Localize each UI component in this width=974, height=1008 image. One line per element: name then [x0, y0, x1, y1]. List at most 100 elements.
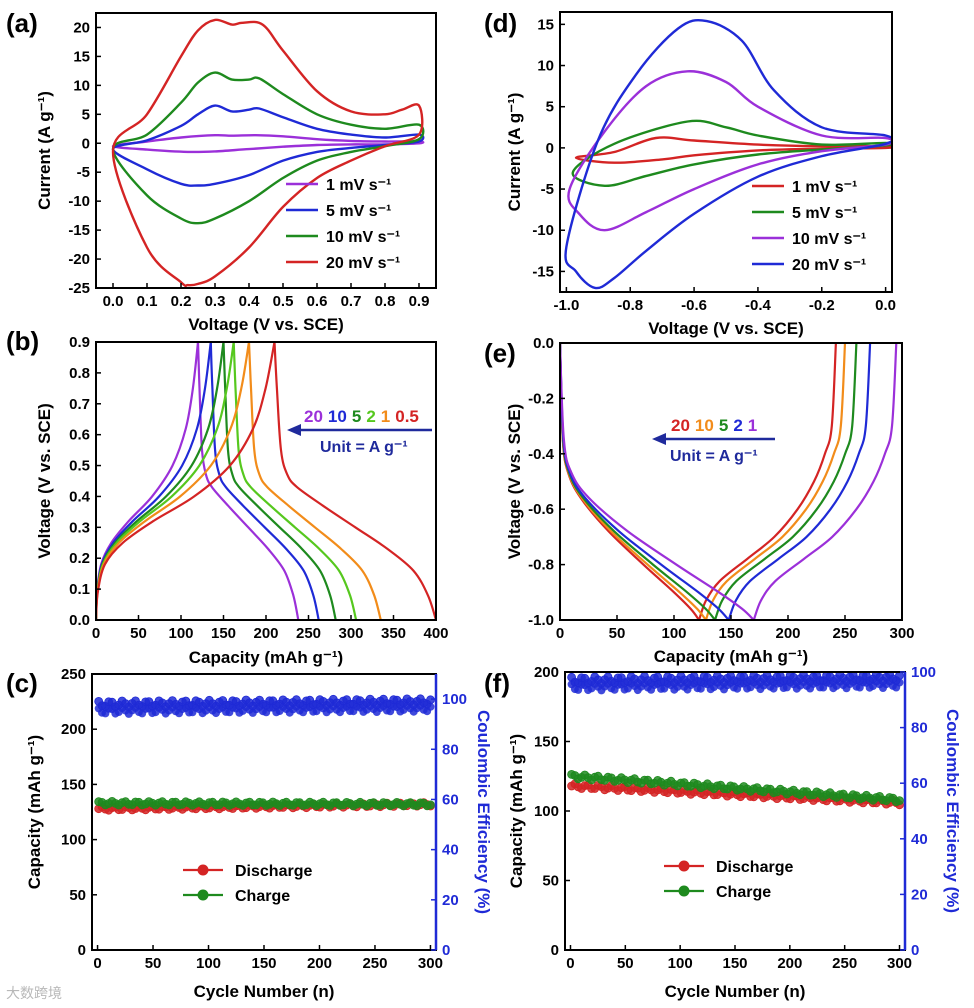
charge-curve-4: [727, 343, 872, 620]
x-tick-label: 0.1: [137, 293, 158, 310]
legend-label: 10 mV s⁻¹: [792, 231, 866, 248]
rate-annotation: 20 10 5 2 1 0.5 Unit = A g⁻¹: [287, 407, 432, 456]
x-tick-label: 0.7: [341, 293, 362, 310]
series-line-4: [564, 18, 892, 290]
y2-tick-label: 40: [911, 831, 928, 848]
rate-values: 20 10 5 2 1 0.5: [304, 407, 419, 426]
charge-curve-2: [704, 343, 847, 620]
y2-tick-label: 20: [911, 886, 928, 903]
y2-tick-label: 100: [911, 664, 936, 681]
series-markers-3: [567, 672, 904, 695]
plot-data: [94, 694, 435, 815]
y-tick-label: 150: [534, 734, 559, 751]
y-tick-label: 15: [73, 48, 90, 65]
plot-data: [567, 672, 904, 810]
discharge-curve-3: [560, 343, 716, 620]
x-tick-label: 0.3: [205, 293, 226, 310]
y-axis-title: Voltage (V vs. SCE): [35, 403, 54, 559]
y-tick-label: 10: [73, 77, 90, 94]
x-tick-label: 0.8: [375, 293, 396, 310]
y-tick-label: 0.8: [69, 365, 90, 382]
x-tick-label: 250: [832, 625, 857, 642]
legend-marker: [197, 864, 209, 876]
charge-curve-1: [698, 343, 837, 620]
y-tick-label: 100: [61, 832, 86, 849]
legend-marker: [197, 889, 209, 901]
x-axis-title: Voltage (V vs. SCE): [648, 319, 804, 338]
series-line-3: [111, 71, 425, 225]
rate-value: 1: [381, 407, 390, 426]
charge-curve-3: [96, 342, 225, 620]
y-tick-label: 0.2: [69, 550, 90, 567]
x-tick-label: -0.4: [745, 297, 772, 314]
y-tick-label: -0.8: [528, 557, 554, 574]
legend-label: 1 mV s⁻¹: [792, 179, 857, 196]
series-line-4: [111, 18, 424, 288]
y-tick-label: -5: [77, 164, 90, 181]
y2-tick-label: 60: [911, 775, 928, 792]
legend-label: 5 mV s⁻¹: [792, 205, 857, 222]
panel-label: (e): [484, 338, 516, 368]
y-tick-label: -15: [68, 222, 90, 239]
x-tick-label: 350: [381, 625, 406, 642]
rate-value: 5: [352, 407, 361, 426]
panel-f: 0 50 100 150 200 250 3000501001502000204060801…: [484, 664, 962, 1001]
y2-tick-label: 20: [442, 892, 459, 909]
rate-value: 0.5: [395, 407, 419, 426]
discharge-curve-6: [273, 342, 436, 620]
legend: 1 mV s⁻¹ 5 mV s⁻¹ 10 mV s⁻¹ 20 mV s⁻¹: [286, 177, 400, 272]
y-tick-label: 0.3: [69, 519, 90, 536]
y-tick-label: 150: [61, 776, 86, 793]
y-tick-label: 20: [73, 19, 90, 36]
y-tick-label: -5: [541, 181, 554, 198]
y-tick-label: 0.0: [533, 335, 554, 352]
x-tick-label: 250: [296, 625, 321, 642]
y-tick-label: 0: [551, 942, 559, 959]
x-tick-label: 0: [566, 955, 574, 972]
x-tick-label: 150: [211, 625, 236, 642]
series-line-1: [574, 136, 892, 164]
y-tick-label: 0.4: [69, 488, 91, 505]
y-tick-label: -20: [68, 251, 90, 268]
y-tick-label: 50: [69, 887, 86, 904]
y-tick-label: -10: [68, 193, 90, 210]
y-axis-title: Capacity (mAh g⁻¹): [507, 734, 526, 888]
rate-values: 20 10 5 2 1: [671, 416, 757, 435]
y-tick-label: 0: [546, 140, 554, 157]
legend-label: Discharge: [235, 863, 312, 880]
discharge-curve-2: [560, 343, 707, 620]
x-tick-label: 0: [93, 955, 101, 972]
panel-label: (d): [484, 8, 517, 38]
plot-data: [564, 18, 892, 290]
y2-tick-label: 80: [442, 741, 459, 758]
x-tick-label: 200: [777, 955, 802, 972]
legend-label: 5 mV s⁻¹: [326, 203, 391, 220]
legend-label: 20 mV s⁻¹: [326, 255, 400, 272]
x-axis-title: Capacity (mAh g⁻¹): [654, 647, 808, 666]
x-axis-title: Capacity (mAh g⁻¹): [189, 648, 343, 667]
x-tick-label: 150: [718, 625, 743, 642]
plot-frame: [95, 12, 437, 289]
legend-label: 1 mV s⁻¹: [326, 177, 391, 194]
discharge-curve-5: [247, 342, 382, 620]
rate-value: 5: [719, 416, 728, 435]
x-tick-label: 400: [423, 625, 448, 642]
x-tick-label: 200: [775, 625, 800, 642]
data-point: [895, 678, 904, 687]
x-tick-label: 0: [92, 625, 100, 642]
panel-c: 0 50 100 150 200 250 3000501001502002500204060…: [6, 666, 493, 1001]
y-tick-label: 0.7: [69, 396, 90, 413]
legend-label: 20 mV s⁻¹: [792, 257, 866, 274]
y-tick-label: 50: [542, 873, 559, 890]
x-tick-label: 250: [362, 955, 387, 972]
watermark-text: 大数跨境: [6, 985, 62, 1001]
series-markers-3: [94, 694, 435, 718]
y-tick-label: 0.6: [69, 427, 90, 444]
y-tick-label: 5: [546, 99, 554, 116]
y-tick-label: 200: [534, 664, 559, 681]
y-tick-label: -10: [532, 222, 554, 239]
y-axis-title: Voltage (V vs. SCE): [505, 404, 524, 560]
y2-tick-label: 0: [442, 942, 450, 959]
legend-marker: [678, 860, 690, 872]
